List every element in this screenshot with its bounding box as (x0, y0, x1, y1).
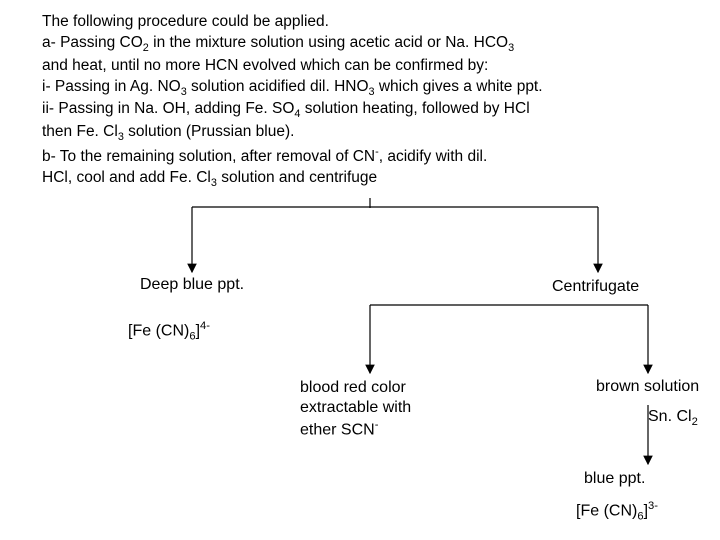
intro-l6a: then Fe. Cl (42, 123, 118, 140)
node-blue-ppt: blue ppt. (584, 470, 645, 488)
intro-l4a: i- Passing in Ag. NO (42, 78, 181, 95)
centrifugate-text: Centrifugate (552, 278, 639, 295)
blueppt-text: blue ppt. (584, 470, 645, 487)
bloodred-l2: extractable with (300, 398, 450, 418)
sncl-a: Sn. Cl (648, 408, 692, 425)
intro-l2b: in the mixture solution using acetic aci… (149, 34, 508, 51)
fecn3-a: [Fe (CN) (576, 502, 637, 519)
intro-l5a: ii- Passing in Na. OH, adding Fe. SO (42, 100, 294, 117)
node-sncl2: Sn. Cl2 (648, 408, 698, 428)
intro-l6b: solution (Prussian blue). (124, 123, 295, 140)
bloodred-l1: blood red color (300, 378, 450, 398)
node-blood-red: blood red color extractable with ether S… (300, 378, 450, 440)
node-fecn6-3minus: [Fe (CN)6]3- (576, 500, 658, 523)
fecn3-sup: 3- (648, 500, 658, 512)
scn-sup: - (375, 419, 379, 431)
sub-nahco3: 3 (508, 42, 514, 54)
intro-l7a: b- To the remaining solution, after remo… (42, 148, 375, 165)
intro-l3: and heat, until no more HCN evolved whic… (42, 57, 488, 74)
bloodred-l3: ether SCN- (300, 418, 450, 440)
intro-l5b: solution heating, followed by HCl (300, 100, 529, 117)
intro-l7b: , acidify with dil. (379, 148, 488, 165)
sncl-sub2: 2 (692, 416, 698, 428)
intro-l4b: solution acidified dil. HNO (187, 78, 369, 95)
node-fecn6-4minus: [Fe (CN)6]4- (128, 320, 210, 343)
fecn4-a: [Fe (CN) (128, 322, 189, 339)
fecn4-sup: 4- (200, 320, 210, 332)
bloodred-l3a: ether SCN (300, 421, 375, 438)
brown-text: brown solution (596, 378, 699, 395)
procedure-text: The following procedure could be applied… (42, 12, 700, 191)
intro-l8a: HCl, cool and add Fe. Cl (42, 169, 211, 186)
intro-l2a: a- Passing CO (42, 34, 143, 51)
node-deep-blue-ppt: Deep blue ppt. (140, 276, 244, 294)
intro-l8b: solution and centrifuge (217, 169, 377, 186)
node-centrifugate: Centrifugate (552, 278, 639, 296)
intro-l4c: which gives a white ppt. (375, 78, 543, 95)
deep-blue-text: Deep blue ppt. (140, 276, 244, 293)
intro-line1: The following procedure could be applied… (42, 13, 329, 30)
node-brown-solution: brown solution (596, 378, 699, 396)
